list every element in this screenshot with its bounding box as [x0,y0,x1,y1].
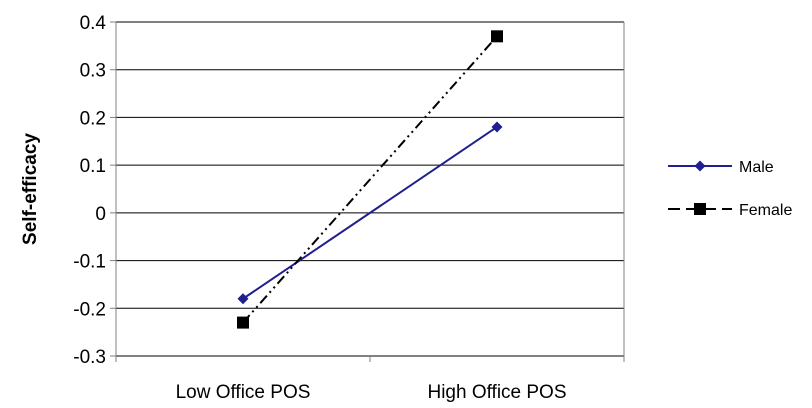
x-tick-label: Low Office POS [176,382,311,403]
data-point [491,121,503,133]
y-tick-label: 0.3 [80,61,106,82]
y-tick-label: 0.1 [80,156,106,177]
legend-item-female: Female [668,202,792,219]
y-tick-label: 0.2 [80,108,106,129]
series-line [242,126,498,300]
data-point [237,316,249,329]
legend-item-male: Male [668,159,774,176]
legend-marker [694,203,706,215]
series-female [237,30,503,329]
y-tick-label: 0.4 [80,13,107,34]
data-point [237,293,249,305]
legend-marker [694,160,706,172]
y-tick-labels: 0.4 0.3 0.2 0.1 0 -0.1 -0.2 -0.3 [73,13,106,368]
series-male [237,121,503,305]
y-tick-label: 0 [95,204,106,225]
series-group [237,30,503,329]
y-tick-label: -0.2 [73,299,106,320]
y-tick-label: -0.3 [73,347,106,368]
legend: Male Female [668,159,792,219]
legend-label: Female [739,202,792,219]
gridlines [110,21,624,357]
x-tick-label: High Office POS [427,382,566,403]
y-axis-label: Self-efficacy [20,133,41,245]
axes [115,22,625,362]
legend-label: Male [739,159,774,176]
data-point [491,30,503,43]
series-line [242,35,498,324]
x-tick-labels: Low Office POS High Office POS [176,382,567,403]
y-tick-label: -0.1 [73,252,106,273]
